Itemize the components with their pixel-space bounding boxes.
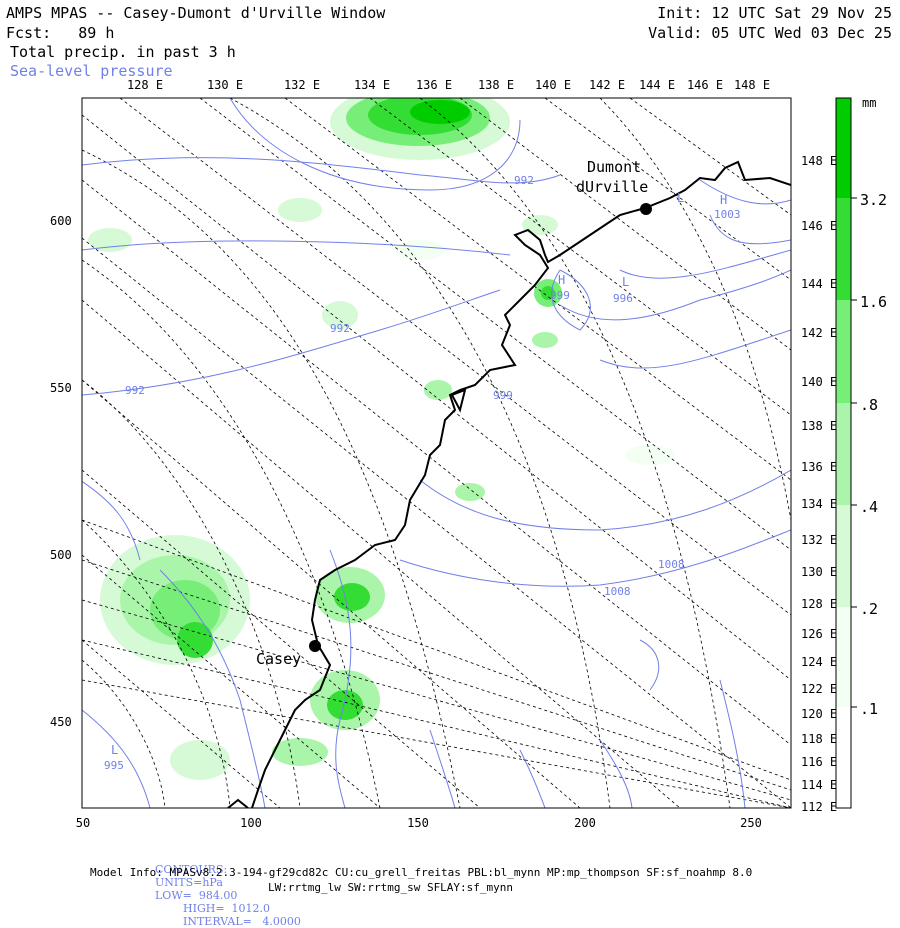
right-longitude-label: 112 E bbox=[801, 800, 838, 814]
map-frame bbox=[81, 97, 792, 809]
bottom-axis-label: 200 bbox=[574, 816, 596, 830]
low-pressure-center: L bbox=[111, 743, 118, 757]
left-axis-label: 600 bbox=[50, 214, 72, 228]
bottom-axis-label: 100 bbox=[240, 816, 262, 830]
top-longitude-label: 144 E bbox=[638, 78, 676, 92]
colorbar-level-label: .1 bbox=[860, 700, 878, 718]
top-longitude-label: 128 E bbox=[126, 78, 164, 92]
left-axis-label: 450 bbox=[50, 715, 72, 729]
isobar-label: 1003 bbox=[714, 208, 741, 221]
colorbar-level-label: 3.2 bbox=[860, 191, 887, 209]
bottom-axis-label: 50 bbox=[75, 816, 91, 830]
model-info: Model Info: MPASv8.2.3-194-gf29cd82c CU:… bbox=[90, 866, 753, 879]
right-longitude-label: 134 E bbox=[801, 497, 838, 511]
contours-low: LOW= 984.00 bbox=[155, 889, 238, 902]
colorbar-level-label: .8 bbox=[860, 396, 878, 414]
left-axis-label: 500 bbox=[50, 548, 72, 562]
isobar-label: 996 bbox=[613, 292, 633, 305]
contour-field-name: Sea-level pressure bbox=[10, 62, 173, 80]
top-longitude-label: 130 E bbox=[206, 78, 244, 92]
top-longitude-label: 136 E bbox=[415, 78, 453, 92]
right-longitude-label: 116 E bbox=[801, 755, 838, 769]
left-axis-label: 550 bbox=[50, 381, 72, 395]
high-pressure-center: H bbox=[558, 273, 565, 287]
colorbar-bin-0.8 bbox=[836, 300, 851, 403]
field-name: Total precip. in past 3 h bbox=[10, 43, 236, 61]
top-longitude-label: 146 E bbox=[686, 78, 724, 92]
isobar-label: 992 bbox=[514, 174, 534, 187]
right-longitude-label: 124 E bbox=[801, 655, 838, 669]
high-pressure-center: H bbox=[720, 193, 727, 207]
station-name-durville: dUrville bbox=[576, 178, 648, 196]
map-plot: Dumont dUrville Casey 992 992 992 999 99… bbox=[81, 97, 792, 809]
isobar-label: 1008 bbox=[658, 558, 685, 571]
physics-info: LW:rrtmg_lw SW:rrtmg_sw SFLAY:sf_mynn bbox=[268, 881, 514, 894]
right-longitude-label: 146 E bbox=[801, 219, 838, 233]
isobar-label: 992 bbox=[125, 384, 145, 397]
top-longitude-label: 140 E bbox=[534, 78, 572, 92]
colorbar-bin-0.4 bbox=[836, 403, 851, 505]
right-longitude-label: 136 E bbox=[801, 460, 838, 474]
contours-high: HIGH= 1012.0 bbox=[183, 902, 271, 915]
isobar-label: 995 bbox=[104, 759, 124, 772]
right-longitude-label: 142 E bbox=[801, 326, 838, 340]
colorbar-bin-0.2 bbox=[836, 505, 851, 607]
right-longitude-label: 114 E bbox=[801, 778, 838, 792]
top-longitude-label: 134 E bbox=[353, 78, 391, 92]
colorbar-bin-empty bbox=[836, 707, 851, 808]
colorbar-level-label: 1.6 bbox=[860, 293, 887, 311]
contours-interval: INTERVAL= 4.0000 bbox=[183, 915, 301, 928]
colorbar-bin-0.1 bbox=[836, 607, 851, 707]
bottom-axis-label: 250 bbox=[740, 816, 762, 830]
valid-time: Valid: 05 UTC Wed 03 Dec 25 bbox=[648, 24, 892, 42]
right-longitude-label: 128 E bbox=[801, 597, 838, 611]
isobar-label: 992 bbox=[330, 322, 350, 335]
low-pressure-center: L bbox=[622, 275, 629, 289]
colorbar-level-label: .4 bbox=[860, 498, 878, 516]
dumont-durville-marker bbox=[640, 203, 652, 215]
right-longitude-label: 138 E bbox=[801, 419, 838, 433]
colorbar-level-label: .2 bbox=[860, 600, 878, 618]
colorbar-frame bbox=[835, 97, 852, 809]
low-pressure-center: L bbox=[677, 191, 684, 205]
colorbar-unit: mm bbox=[862, 96, 876, 110]
isobar-label: 1008 bbox=[604, 585, 631, 598]
coastline bbox=[227, 160, 791, 808]
isobar-label: 999 bbox=[493, 389, 513, 402]
right-longitude-label: 144 E bbox=[801, 277, 838, 291]
isobar-label: 999 bbox=[550, 289, 570, 302]
colorbar-bin-1.6 bbox=[836, 198, 851, 300]
init-time: Init: 12 UTC Sat 29 Nov 25 bbox=[657, 4, 892, 22]
top-longitude-label: 148 E bbox=[733, 78, 771, 92]
bottom-axis-label: 150 bbox=[407, 816, 429, 830]
right-longitude-label: 132 E bbox=[801, 533, 838, 547]
station-name-casey: Casey bbox=[256, 650, 301, 668]
colorbar-bin-3.2 bbox=[836, 98, 851, 198]
right-longitude-label: 122 E bbox=[801, 682, 838, 696]
right-longitude-label: 130 E bbox=[801, 565, 838, 579]
casey-marker bbox=[309, 640, 321, 652]
forecast-hour: Fcst: 89 h bbox=[6, 24, 115, 42]
contours-label: CONTOURS: bbox=[155, 863, 228, 876]
top-longitude-label: 138 E bbox=[477, 78, 515, 92]
right-longitude-label: 140 E bbox=[801, 375, 838, 389]
top-longitude-label: 142 E bbox=[588, 78, 626, 92]
contours-units: UNITS=hPa bbox=[155, 876, 223, 889]
right-longitude-label: 148 E bbox=[801, 154, 838, 168]
right-longitude-label: 126 E bbox=[801, 627, 838, 641]
right-longitude-label: 120 E bbox=[801, 707, 838, 721]
lat-lon-grid bbox=[82, 98, 791, 808]
isobars bbox=[82, 98, 791, 808]
map-title: AMPS MPAS -- Casey-Dumont d'Urville Wind… bbox=[6, 4, 386, 22]
colorbar: mm 3.2 1.6 .8 .4 .2 .1 bbox=[835, 96, 887, 809]
right-longitude-label: 118 E bbox=[801, 732, 838, 746]
top-longitude-label: 132 E bbox=[283, 78, 321, 92]
station-name-dumont: Dumont bbox=[587, 158, 641, 176]
